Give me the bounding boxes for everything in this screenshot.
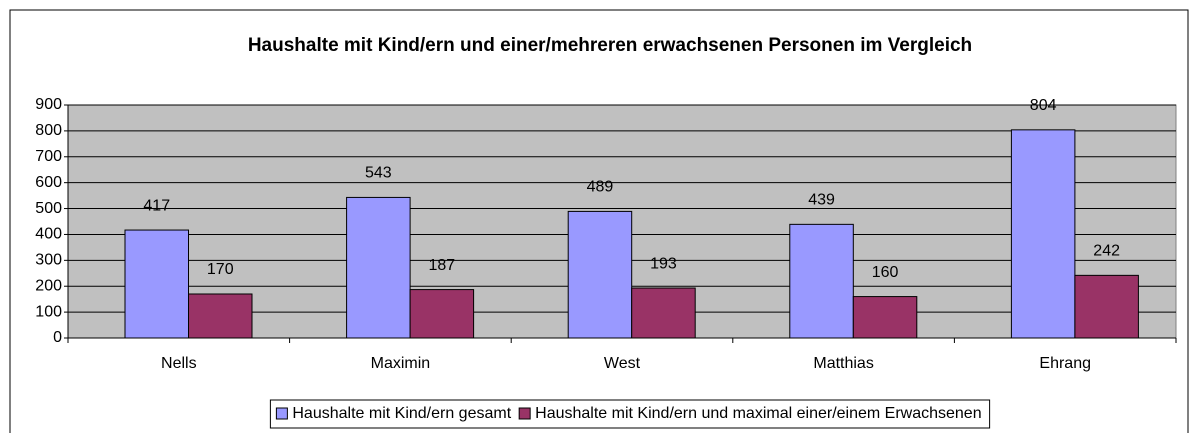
y-tick-label: 100 bbox=[35, 303, 62, 320]
legend-swatch bbox=[518, 407, 531, 420]
y-tick-label: 400 bbox=[35, 226, 62, 243]
data-label: 439 bbox=[808, 192, 835, 209]
data-label: 417 bbox=[143, 197, 170, 214]
data-label: 543 bbox=[365, 165, 392, 182]
bar bbox=[631, 287, 696, 339]
data-label: 242 bbox=[1093, 243, 1120, 260]
y-tick-label: 0 bbox=[53, 329, 62, 346]
data-label: 187 bbox=[428, 257, 455, 274]
y-tick-label: 500 bbox=[35, 200, 62, 217]
y-tick-label: 900 bbox=[35, 96, 62, 113]
chart-title: Haushalte mit Kind/ern und einer/mehrere… bbox=[248, 35, 972, 56]
bar bbox=[409, 289, 475, 339]
x-tick-label: Nells bbox=[161, 355, 197, 372]
x-tick-label: Matthias bbox=[813, 355, 873, 372]
x-tick-label: Maximin bbox=[371, 355, 431, 372]
y-tick-label: 800 bbox=[35, 122, 62, 139]
data-label: 170 bbox=[207, 261, 234, 278]
x-tick-label: Ehrang bbox=[1039, 355, 1091, 372]
y-tick-label: 200 bbox=[35, 277, 62, 294]
data-label: 804 bbox=[1030, 97, 1057, 114]
bar bbox=[789, 223, 854, 339]
legend-box bbox=[269, 399, 991, 429]
y-tick-label: 700 bbox=[35, 148, 62, 165]
bar bbox=[1010, 129, 1076, 339]
y-tick-label: 300 bbox=[35, 252, 62, 269]
bar bbox=[124, 229, 189, 339]
data-label: 489 bbox=[587, 179, 614, 196]
bar bbox=[567, 210, 633, 339]
bar bbox=[852, 296, 918, 339]
legend-label: Haushalte mit Kind/ern gesamt bbox=[292, 405, 511, 422]
legend-swatch bbox=[275, 407, 288, 420]
bar bbox=[188, 293, 253, 339]
bar bbox=[346, 196, 411, 339]
x-tick-label: West bbox=[604, 355, 641, 372]
bar bbox=[1074, 274, 1139, 339]
legend-label: Haushalte mit Kind/ern und maximal einer… bbox=[535, 405, 981, 422]
data-label: 193 bbox=[650, 255, 677, 272]
y-tick-label: 600 bbox=[35, 174, 62, 191]
data-label: 160 bbox=[872, 264, 899, 281]
